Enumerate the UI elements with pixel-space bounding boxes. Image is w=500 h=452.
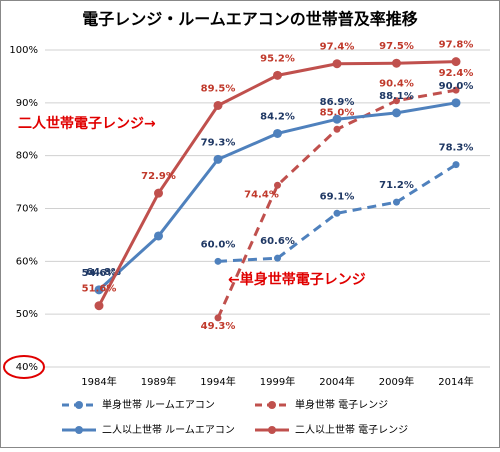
legend-marker — [268, 426, 276, 434]
data-label: 86.9% — [320, 97, 355, 108]
data-label: 79.3% — [201, 137, 236, 148]
data-point — [392, 58, 401, 68]
data-point — [274, 254, 281, 262]
data-label: 74.4% — [244, 189, 279, 200]
data-label: 60.0% — [201, 239, 236, 250]
data-label: 69.1% — [320, 191, 355, 202]
data-point — [213, 100, 223, 110]
legend-marker — [75, 401, 83, 409]
annotation: ←単身世帯電子レンジ — [228, 271, 366, 288]
data-label: 54.6% — [82, 268, 117, 279]
x-tick-label: 2004年 — [319, 375, 354, 388]
data-label: 90.0% — [439, 81, 474, 92]
data-point — [94, 301, 104, 311]
data-point — [154, 231, 163, 241]
data-point — [333, 125, 341, 133]
data-point — [94, 285, 104, 295]
y-tick-label: 50% — [16, 309, 38, 320]
data-point — [451, 57, 461, 67]
legend-marker — [75, 426, 83, 434]
chart-title: 電子レンジ・ルームエアコンの世帯普及率推移 — [82, 10, 418, 29]
data-label: 51.6% — [82, 284, 117, 295]
data-label: 95.2% — [260, 53, 295, 64]
data-label: 88.1% — [379, 91, 414, 102]
data-point — [332, 59, 342, 69]
data-point — [273, 70, 282, 80]
data-label: 49.3% — [201, 321, 236, 332]
highlight-ellipse — [3, 355, 45, 379]
legend-label: 単身世帯 ルームエアコン — [102, 398, 215, 411]
x-tick-label: 1984年 — [81, 375, 116, 388]
data-point — [332, 114, 342, 124]
y-tick-label: 100% — [9, 45, 38, 56]
data-point — [451, 98, 461, 108]
y-tick-label: 70% — [16, 204, 38, 215]
data-label: 64.8% — [86, 267, 121, 278]
legend-label: 二人以上世帯 電子レンジ — [295, 423, 408, 436]
data-label: 60.6% — [260, 236, 295, 247]
data-label: 85.0% — [320, 107, 355, 118]
data-point — [274, 181, 281, 189]
data-point — [393, 97, 400, 105]
x-tick-label: 2014年 — [438, 375, 473, 388]
data-point — [214, 257, 222, 265]
x-tick-label: 1999年 — [260, 375, 295, 388]
data-point — [452, 86, 460, 94]
x-tick-label: 2009年 — [379, 375, 414, 388]
data-point — [213, 154, 223, 164]
data-label: 92.4% — [439, 68, 474, 79]
data-label: 97.4% — [320, 42, 355, 53]
legend-marker — [268, 401, 276, 409]
x-tick-label: 1989年 — [141, 375, 176, 388]
data-label: 97.5% — [379, 41, 414, 52]
data-label: 97.8% — [439, 40, 474, 51]
series-line — [217, 163, 457, 263]
y-tick-label: 60% — [16, 256, 38, 267]
data-label: 84.2% — [260, 111, 295, 122]
y-tick-label: 90% — [16, 98, 38, 109]
data-label: 89.5% — [201, 83, 236, 94]
legend-label: 単身世帯 電子レンジ — [295, 398, 388, 411]
data-point — [154, 188, 163, 198]
data-label: 90.4% — [379, 79, 414, 90]
data-point — [273, 128, 282, 138]
annotation: 二人世帯電子レンジ→ — [18, 115, 156, 132]
data-point — [214, 314, 222, 322]
data-point — [393, 198, 400, 206]
data-point — [392, 108, 401, 118]
y-tick-label: 80% — [16, 151, 38, 162]
legend-label: 二人以上世帯 ルームエアコン — [102, 423, 235, 436]
data-point — [452, 161, 460, 169]
x-tick-label: 1994年 — [200, 375, 235, 388]
data-label: 78.3% — [439, 143, 474, 154]
data-point — [333, 209, 341, 217]
y-tick-label: 40% — [16, 362, 38, 373]
data-label: 71.2% — [379, 180, 414, 191]
data-label: 72.9% — [141, 171, 176, 182]
